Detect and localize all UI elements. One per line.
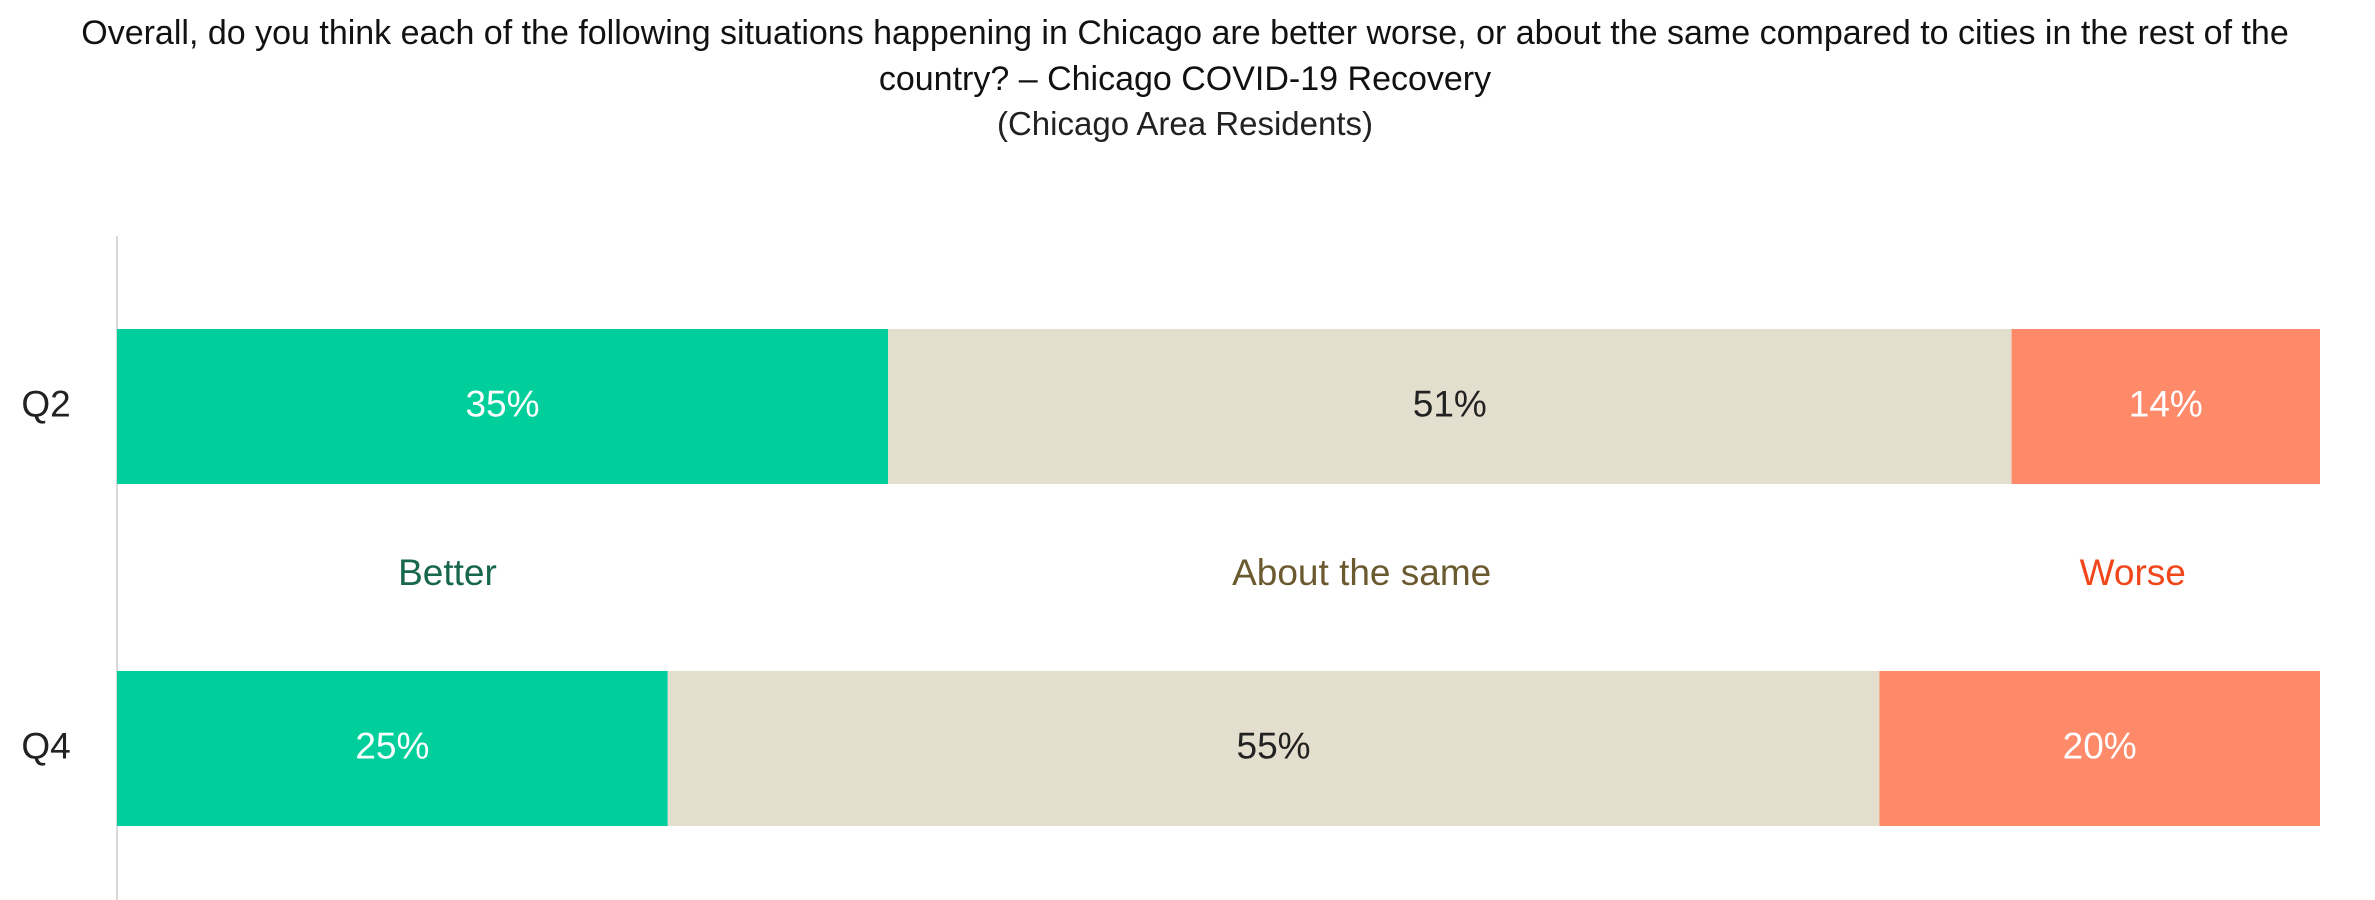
- value-label: 20%: [2063, 725, 2137, 766]
- category-label: Q4: [21, 725, 70, 766]
- bar-segment: [667, 671, 1880, 826]
- bar-segment: [117, 671, 668, 826]
- bar-segment: [1879, 671, 2320, 826]
- value-label: 55%: [1237, 725, 1311, 766]
- chart-title: Overall, do you think each of the follow…: [81, 14, 2289, 98]
- legend-label: About the same: [1232, 552, 1491, 593]
- chart-subtitle: (Chicago Area Residents): [996, 105, 1374, 142]
- value-label: 35%: [465, 383, 539, 424]
- value-label: 51%: [1413, 383, 1487, 424]
- category-label: Q2: [21, 383, 70, 424]
- legend-label: Better: [398, 552, 497, 593]
- bar-segment: [888, 329, 2012, 484]
- bar-segment: [117, 329, 889, 484]
- legend-label: Worse: [2080, 552, 2186, 593]
- value-label: 14%: [2129, 383, 2203, 424]
- bar-segment: [2011, 329, 2320, 484]
- value-label: 25%: [355, 725, 429, 766]
